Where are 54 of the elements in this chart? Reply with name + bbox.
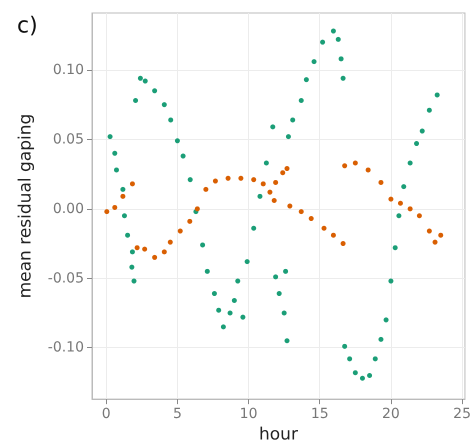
y-tick-label: -0.10 bbox=[48, 340, 84, 356]
point bbox=[260, 181, 266, 186]
point bbox=[273, 180, 278, 185]
point bbox=[408, 206, 413, 212]
point bbox=[416, 213, 422, 218]
x-tick-label: 15 bbox=[310, 406, 329, 422]
point bbox=[120, 194, 126, 199]
point bbox=[203, 186, 208, 192]
point bbox=[287, 204, 292, 209]
y-axis-title: mean residual gaping bbox=[16, 114, 36, 298]
point bbox=[366, 167, 371, 172]
point bbox=[194, 206, 200, 212]
point bbox=[130, 181, 135, 186]
x-tick-label: 10 bbox=[240, 406, 258, 422]
point bbox=[267, 190, 272, 195]
point bbox=[438, 232, 444, 238]
point bbox=[352, 160, 358, 166]
point bbox=[432, 240, 438, 245]
x-axis-title: hour bbox=[258, 424, 298, 444]
point bbox=[426, 228, 432, 234]
point bbox=[280, 170, 286, 176]
y-tick-label: 0.05 bbox=[52, 131, 84, 148]
chart-title: c) bbox=[17, 14, 38, 38]
point bbox=[330, 232, 336, 238]
point bbox=[388, 196, 394, 202]
y-tick-label: 0.00 bbox=[52, 200, 84, 217]
point bbox=[178, 228, 183, 234]
point bbox=[340, 241, 346, 246]
x-tick-label: 20 bbox=[382, 406, 400, 422]
point bbox=[322, 226, 327, 231]
point bbox=[152, 254, 158, 260]
y-tick-label: 0.10 bbox=[52, 62, 84, 78]
point bbox=[398, 200, 403, 206]
point bbox=[272, 198, 277, 203]
x-tick-label: 25 bbox=[453, 406, 472, 422]
x-tick-label: 0 bbox=[102, 406, 111, 422]
point bbox=[112, 204, 118, 210]
point bbox=[226, 176, 231, 181]
point bbox=[251, 177, 256, 182]
point bbox=[142, 246, 148, 252]
point bbox=[134, 245, 140, 250]
point bbox=[168, 240, 173, 245]
point bbox=[342, 163, 348, 168]
point bbox=[162, 249, 167, 254]
point bbox=[238, 176, 244, 181]
point bbox=[308, 216, 314, 222]
point bbox=[212, 178, 218, 184]
point bbox=[187, 218, 192, 224]
x-tick-label: 5 bbox=[172, 406, 182, 422]
y-tick-label: -0.05 bbox=[48, 270, 84, 286]
point bbox=[298, 209, 304, 214]
point bbox=[378, 180, 384, 185]
point bbox=[104, 209, 110, 214]
point bbox=[284, 166, 290, 172]
